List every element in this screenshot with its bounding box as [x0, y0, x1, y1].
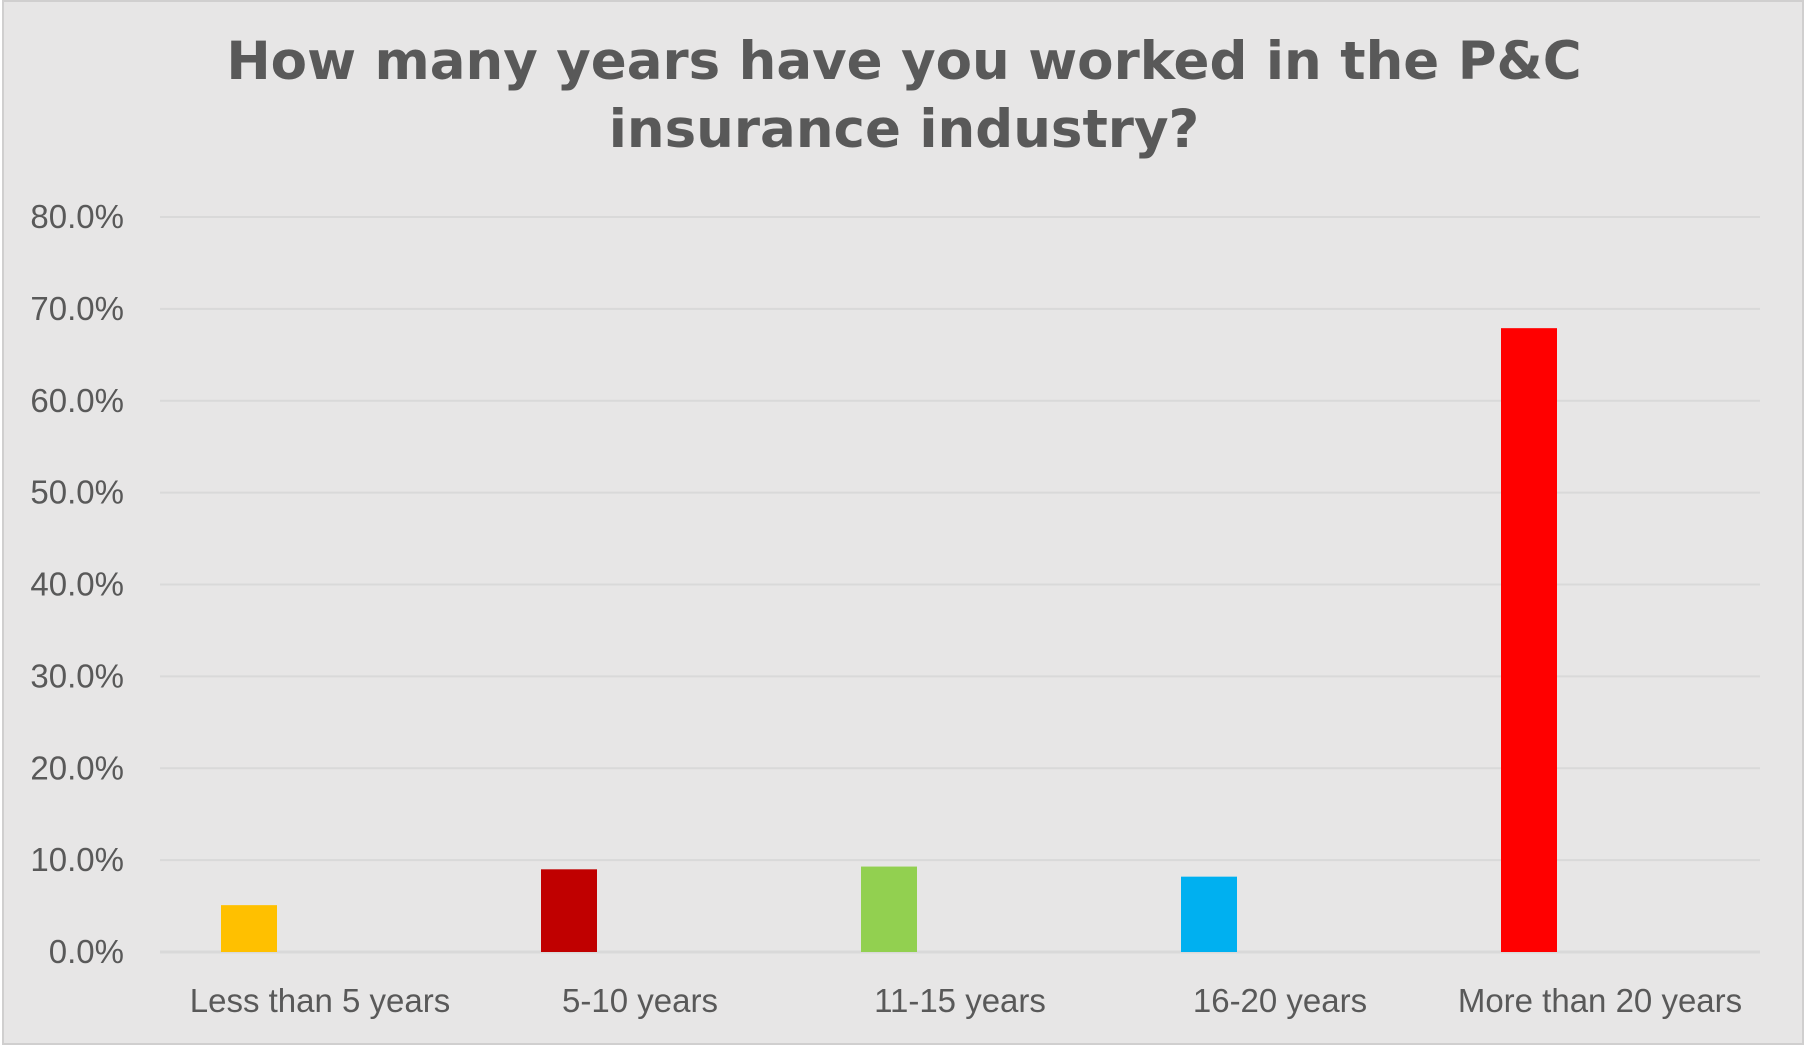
x-category-label: 11-15 years: [874, 982, 1046, 1019]
bar: [1501, 328, 1557, 952]
y-axis-tick-labels: 0.0% 10.0% 20.0% 30.0% 40.0% 50.0% 60.0% 70.0% 8…: [30, 198, 124, 970]
x-axis-category-labels: Less than 5 years 5-10 years 11-15 years 16…: [190, 982, 1742, 1019]
y-tick-label: 40.0%: [30, 566, 124, 603]
bar: [861, 866, 917, 952]
y-tick-label: 80.0%: [30, 198, 124, 235]
y-tick-label: 20.0%: [30, 749, 124, 786]
y-tick-label: 30.0%: [30, 657, 124, 694]
y-tick-label: 70.0%: [30, 290, 124, 327]
y-tick-label: 50.0%: [30, 474, 124, 511]
y-tick-label: 60.0%: [30, 382, 124, 419]
bars: [221, 328, 1557, 952]
y-tick-label: 0.0%: [49, 933, 124, 970]
gridlines: [160, 216, 1760, 954]
bar: [1181, 876, 1237, 952]
x-category-label: 5-10 years: [562, 982, 718, 1019]
x-category-label: Less than 5 years: [190, 982, 451, 1019]
bar: [221, 905, 277, 952]
chart-title: How many years have you worked in the P&…: [226, 31, 1582, 160]
x-category-label: 16-20 years: [1193, 982, 1367, 1019]
y-tick-label: 10.0%: [30, 841, 124, 878]
bar: [541, 869, 597, 952]
x-category-label: More than 20 years: [1458, 982, 1742, 1019]
